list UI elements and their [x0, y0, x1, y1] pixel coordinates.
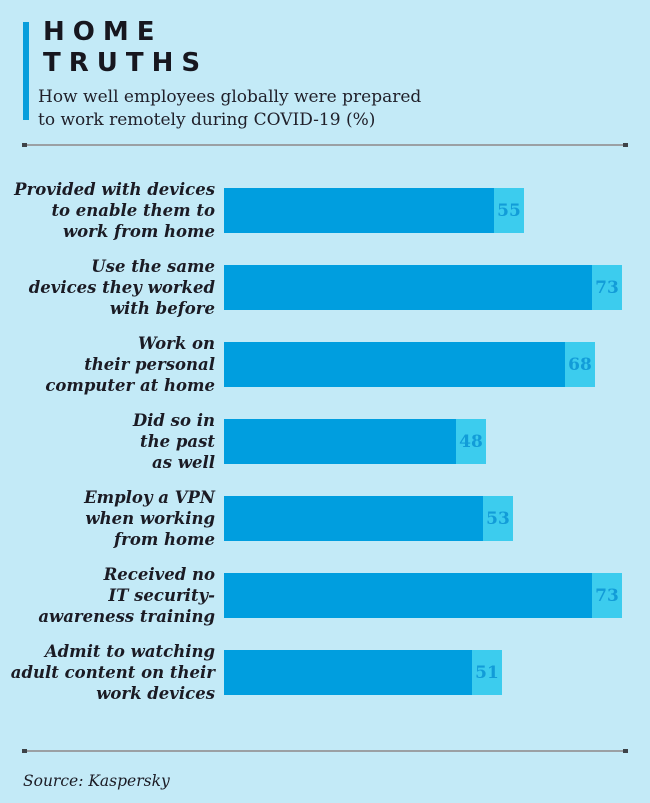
bar: 55 [224, 188, 524, 233]
bar-tip: 73 [592, 573, 622, 618]
bar: 48 [224, 419, 486, 464]
bar-label: Did so in the past as well [132, 411, 215, 472]
title-line-1: HOME [43, 17, 163, 47]
chart-row: Provided with devices to enable them to … [0, 172, 650, 249]
bar-value: 55 [497, 200, 521, 221]
bar-label: Received no IT security- awareness train… [38, 565, 215, 626]
top-divider [22, 143, 628, 147]
bar-track: 53 [224, 496, 513, 541]
chart-row: Use the same devices they worked with be… [0, 249, 650, 326]
bar-tip: 55 [494, 188, 524, 233]
source-credit: Source: Kaspersky [23, 772, 170, 790]
bar-track: 73 [224, 265, 622, 310]
bar: 68 [224, 342, 595, 387]
chart-subtitle: How well employees globally were prepare… [38, 87, 422, 130]
chart-row: Employ a VPN when working from home 53 [0, 480, 650, 557]
bar-label: Employ a VPN when working from home [84, 488, 215, 549]
bar-label: Admit to watching adult content on their… [10, 642, 215, 703]
bar-tip: 51 [472, 650, 502, 695]
bar-label: Provided with devices to enable them to … [14, 180, 215, 241]
bottom-divider [22, 749, 628, 753]
title-accent-stripe [23, 22, 29, 120]
bar-value: 48 [459, 431, 483, 452]
chart-row: Work on their personal computer at home 6… [0, 326, 650, 403]
bar-track: 51 [224, 650, 502, 695]
title-line-2: TRUTHS [43, 48, 209, 78]
bar-value: 68 [568, 354, 592, 375]
bar-track: 48 [224, 419, 486, 464]
chart-row: Received no IT security- awareness train… [0, 557, 650, 634]
chart-row: Admit to watching adult content on their… [0, 634, 650, 711]
bar-value: 73 [595, 585, 619, 606]
bar-value: 73 [595, 277, 619, 298]
bar-tip: 53 [483, 496, 513, 541]
bar-tip: 48 [456, 419, 486, 464]
bar-chart: Provided with devices to enable them to … [0, 172, 650, 711]
bar: 53 [224, 496, 513, 541]
bar-track: 68 [224, 342, 595, 387]
bar-label: Use the same devices they worked with be… [28, 257, 215, 318]
bar-value: 51 [475, 662, 499, 683]
bar-track: 73 [224, 573, 622, 618]
bar: 51 [224, 650, 502, 695]
page-title: HOME TRUTHS [43, 17, 208, 79]
bar: 73 [224, 265, 622, 310]
bar-tip: 73 [592, 265, 622, 310]
bar-value: 53 [486, 508, 510, 529]
bar-label: Work on their personal computer at home [45, 334, 215, 395]
chart-row: Did so in the past as well 48 [0, 403, 650, 480]
bar: 73 [224, 573, 622, 618]
bar-track: 55 [224, 188, 524, 233]
bar-tip: 68 [565, 342, 595, 387]
